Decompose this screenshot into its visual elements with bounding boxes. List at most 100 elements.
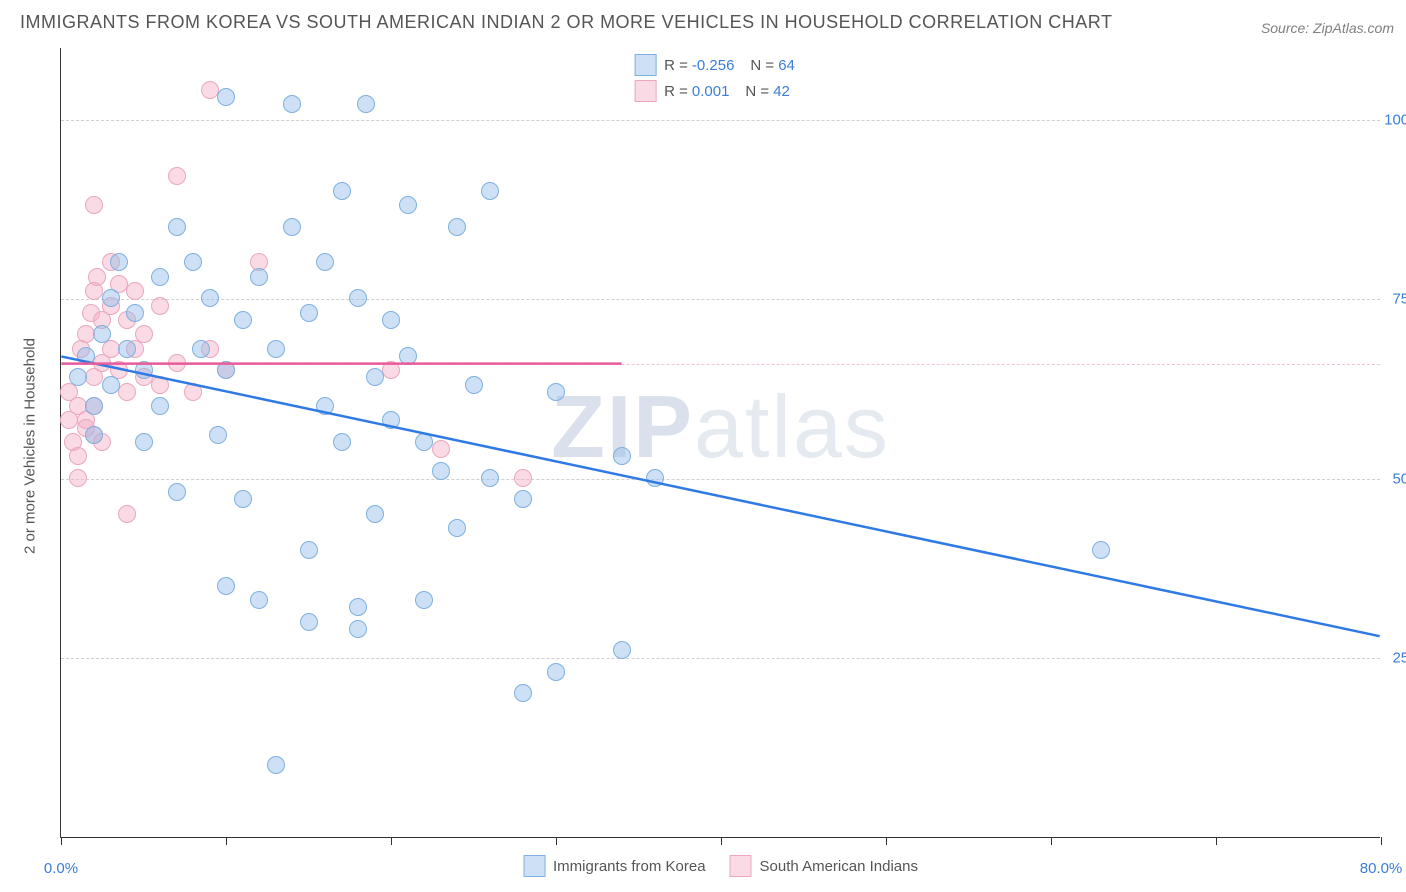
scatter-marker-korea [646,469,664,487]
scatter-marker-korea [514,684,532,702]
scatter-marker-korea [250,591,268,609]
scatter-marker-korea [613,447,631,465]
scatter-marker-korea [201,289,219,307]
scatter-marker-korea [234,311,252,329]
legend-swatch-korea [523,855,545,877]
xtick [556,837,557,845]
xtick [391,837,392,845]
gridline [61,299,1380,300]
scatter-marker-korea [382,311,400,329]
scatter-marker-korea [333,433,351,451]
legend-item-sai: South American Indians [730,855,918,877]
scatter-marker-korea [151,268,169,286]
ytick-label: 50.0% [1392,470,1406,487]
scatter-marker-korea [135,433,153,451]
scatter-marker-korea [333,182,351,200]
scatter-marker-sai [168,354,186,372]
scatter-marker-korea [69,368,87,386]
legend-label-sai: South American Indians [760,858,918,875]
legend-swatch-sai [730,855,752,877]
scatter-marker-korea [399,347,417,365]
legend-swatch-korea [634,54,656,76]
scatter-marker-korea [168,218,186,236]
ytick-label: 100.0% [1384,111,1406,128]
ytick-label: 25.0% [1392,650,1406,667]
scatter-marker-korea [481,469,499,487]
scatter-marker-korea [110,253,128,271]
scatter-marker-sai [151,297,169,315]
legend-row-korea: R =-0.256 N =64 [634,52,807,78]
scatter-marker-sai [382,361,400,379]
scatter-marker-sai [69,447,87,465]
xtick [1216,837,1217,845]
scatter-marker-korea [267,340,285,358]
scatter-marker-korea [432,462,450,480]
scatter-marker-korea [102,376,120,394]
xtick [886,837,887,845]
legend-row-sai: R =0.001 N =42 [634,78,807,104]
scatter-marker-sai [184,383,202,401]
xtick-label: 0.0% [44,860,78,877]
scatter-marker-korea [316,397,334,415]
scatter-marker-korea [300,304,318,322]
scatter-marker-korea [217,361,235,379]
scatter-marker-sai [85,196,103,214]
y-axis-label: 2 or more Vehicles in Household [22,338,39,554]
scatter-marker-sai [201,81,219,99]
chart-title: IMMIGRANTS FROM KOREA VS SOUTH AMERICAN … [20,12,1112,33]
scatter-marker-korea [126,304,144,322]
scatter-marker-korea [151,397,169,415]
trend-dashed-sai [61,364,1380,365]
scatter-marker-korea [102,289,120,307]
scatter-marker-korea [613,641,631,659]
scatter-marker-korea [366,368,384,386]
chart-plot-area: 25.0%50.0%75.0%100.0%0.0%80.0% ZIPatlas … [60,48,1380,838]
xtick [1381,837,1382,845]
scatter-marker-korea [465,376,483,394]
scatter-marker-korea [415,433,433,451]
scatter-marker-korea [135,361,153,379]
scatter-marker-korea [481,182,499,200]
scatter-marker-korea [357,95,375,113]
scatter-marker-sai [432,440,450,458]
correlation-legend: R =-0.256 N =64 R =0.001 N =42 [626,50,815,106]
scatter-marker-korea [547,383,565,401]
scatter-marker-korea [168,483,186,501]
scatter-marker-korea [85,426,103,444]
source-attribution: Source: ZipAtlas.com [1261,20,1394,36]
scatter-marker-sai [88,268,106,286]
scatter-marker-sai [118,505,136,523]
scatter-marker-korea [514,490,532,508]
scatter-marker-korea [217,88,235,106]
scatter-marker-korea [415,591,433,609]
gridline [61,658,1380,659]
scatter-marker-korea [85,397,103,415]
scatter-marker-korea [234,490,252,508]
scatter-marker-sai [168,167,186,185]
scatter-marker-sai [69,469,87,487]
scatter-marker-korea [547,663,565,681]
scatter-marker-korea [217,577,235,595]
scatter-marker-korea [349,598,367,616]
legend-item-korea: Immigrants from Korea [523,855,706,877]
scatter-marker-korea [382,411,400,429]
scatter-marker-sai [118,383,136,401]
gridline [61,120,1380,121]
scatter-marker-korea [300,613,318,631]
scatter-marker-korea [448,218,466,236]
scatter-marker-korea [209,426,227,444]
scatter-marker-korea [300,541,318,559]
gridline [61,479,1380,480]
scatter-marker-korea [283,218,301,236]
scatter-marker-korea [349,620,367,638]
xtick [61,837,62,845]
scatter-marker-korea [93,325,111,343]
ytick-label: 75.0% [1392,291,1406,308]
scatter-marker-korea [448,519,466,537]
xtick [226,837,227,845]
scatter-marker-korea [267,756,285,774]
scatter-marker-korea [192,340,210,358]
scatter-marker-korea [349,289,367,307]
legend-label-korea: Immigrants from Korea [553,858,706,875]
scatter-marker-korea [1092,541,1110,559]
